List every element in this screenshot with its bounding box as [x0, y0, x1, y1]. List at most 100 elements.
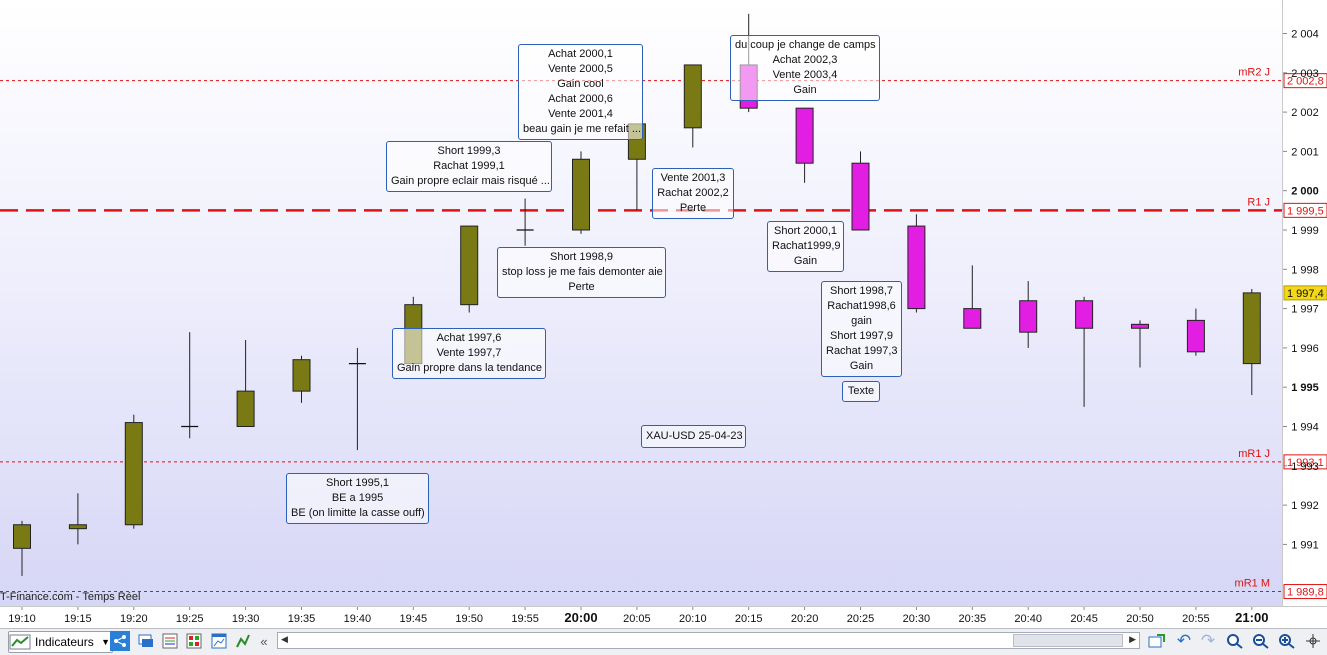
chat-icon[interactable] [137, 631, 155, 651]
y-tick-label: 1 995 [1291, 382, 1319, 394]
scroll-left-icon[interactable]: ◀ [281, 634, 288, 644]
note-line: Vente 2001,3 [660, 172, 726, 184]
grid-icon[interactable] [185, 631, 203, 651]
chart-toolbar: Indicateurs ▼ « ◀ ▶ ↶ ↷ [0, 628, 1327, 655]
note-line: Rachat1999,9 [772, 240, 841, 252]
candle-body [795, 107, 814, 164]
level-value-badge [1283, 73, 1327, 89]
x-tick-label: 19:40 [344, 613, 372, 625]
level-label: R1 J [1247, 196, 1270, 208]
sync-icon[interactable] [1146, 631, 1168, 651]
x-tick-label: 19:50 [455, 613, 483, 625]
note-line: Rachat 1997,3 [826, 345, 898, 357]
window-chart-icon[interactable] [210, 631, 228, 651]
trade-note[interactable]: Achat 1997,6 Vente 1997,7 Gain propre da… [392, 328, 546, 379]
collapse-icon[interactable]: « [260, 633, 268, 649]
trade-note[interactable]: Short 2000,1 Rachat1999,9 Gain [767, 221, 844, 272]
axis-corner [1282, 606, 1327, 629]
y-tick-label: 2 002 [1291, 107, 1319, 119]
crosshair-icon[interactable] [1303, 631, 1323, 651]
candle-body [572, 158, 590, 231]
y-tick-label: 1 992 [1291, 500, 1319, 512]
note-line: gain [851, 315, 872, 327]
scroll-thumb[interactable] [1013, 634, 1123, 647]
dropdown-arrow-icon[interactable]: ▼ [101, 637, 110, 647]
x-tick-label: 19:30 [232, 613, 260, 625]
candle-body [1019, 300, 1038, 333]
x-tick-label: 19:20 [120, 613, 148, 625]
note-line: Gain propre eclair mais risqué ... [391, 175, 550, 187]
instrument-label[interactable]: XAU-USD 25-04-23 [641, 425, 746, 448]
indicators-label: Indicateurs [35, 635, 94, 649]
note-line: beau gain je me refait ... [523, 123, 642, 135]
y-tick-label: 1 993 [1291, 461, 1319, 473]
candle-body [1131, 323, 1149, 329]
x-tick-label: 19:10 [8, 613, 36, 625]
trade-note[interactable]: Texte [842, 381, 880, 402]
note-line: Gain [793, 255, 818, 267]
scroll-right-icon[interactable]: ▶ [1129, 634, 1136, 644]
note-line: Short 1999,3 [437, 145, 501, 157]
candle-body [460, 225, 479, 306]
x-tick-label: 19:25 [176, 613, 204, 625]
price-axis[interactable]: 2 002,8 1 999,5 1 993,1 1 989,8 1 991 1 992 1 … [1282, 0, 1327, 606]
level-value: 1 999,5 [1287, 205, 1324, 217]
source-label: T-Finance.com - Temps Réel [0, 591, 141, 603]
x-tick-label: 20:00 [564, 610, 597, 625]
note-line: Perte [679, 202, 707, 214]
time-axis[interactable]: 19:10 19:15 19:20 19:25 19:30 19:35 19:40 19:45… [0, 606, 1282, 629]
x-tick-label: 20:30 [903, 613, 931, 625]
y-tick-label: 1 999 [1291, 225, 1319, 237]
indicators-button[interactable]: Indicateurs ▼ [8, 631, 113, 653]
note-line: Gain [793, 84, 817, 96]
level-value: 2 002,8 [1287, 76, 1324, 88]
candle-body [851, 162, 870, 231]
trade-note[interactable]: Short 1999,3 Rachat 1999,1 Gain propre e… [386, 141, 552, 192]
trade-note[interactable]: Achat 2000,1 Vente 2000,5 Gain cool Acha… [518, 44, 643, 140]
zoom-out-icon[interactable] [1251, 631, 1271, 651]
note-line: Short 1998,7 [830, 285, 893, 297]
list-icon[interactable] [161, 631, 179, 651]
x-tick-label: 19:35 [288, 613, 316, 625]
trade-note[interactable]: Short 1998,7 Rachat1998,6 gain Short 199… [821, 281, 902, 377]
x-tick-label: 19:15 [64, 613, 92, 625]
undo-icon[interactable]: ↶ [1176, 631, 1192, 650]
y-tick-label: 2 000 [1291, 186, 1319, 198]
x-tick-label: 20:25 [847, 613, 875, 625]
drawing-tools-icon[interactable] [234, 631, 252, 651]
y-tick-label: 2 003 [1291, 68, 1319, 80]
y-tick-label: 1 997 [1291, 304, 1319, 316]
y-tick-label: 1 998 [1291, 264, 1319, 276]
trade-note[interactable]: du coup je change de camps Achat 2002,3 … [730, 35, 880, 101]
candle-body [683, 64, 702, 129]
candle-body [68, 524, 87, 530]
candle-body [1186, 319, 1205, 353]
y-tick-label: 1 996 [1291, 343, 1319, 355]
note-line: Rachat1998,6 [827, 300, 896, 312]
y-tick-label: 2 004 [1291, 29, 1319, 41]
x-tick-label: 20:10 [679, 613, 707, 625]
x-tick-label: 20:35 [959, 613, 987, 625]
zoom-fit-icon[interactable] [1225, 631, 1245, 651]
note-line: Short 1997,9 [830, 330, 893, 342]
x-tick-label: 20:20 [791, 613, 819, 625]
zoom-in-icon[interactable] [1277, 631, 1297, 651]
level-value: 1 993,1 [1287, 457, 1324, 469]
share-icon[interactable] [110, 631, 130, 651]
x-tick-label: 20:45 [1070, 613, 1098, 625]
y-tick-label: 1 991 [1291, 539, 1319, 551]
last-price-badge [1283, 285, 1327, 301]
trade-note[interactable]: Vente 2001,3 Rachat 2002,2 Perte [652, 168, 734, 219]
note-line: Gain cool [557, 78, 604, 90]
x-tick-label: 20:50 [1126, 613, 1154, 625]
chart-plot-area[interactable]: mR2 J R1 J mR1 J mR1 M Achat 2000,1 Vente 2… [0, 0, 1282, 606]
trade-note[interactable]: Short 1995,1 BE a 1995 BE (on limitte la… [286, 473, 429, 524]
chart-scrollbar[interactable]: ◀ ▶ [277, 632, 1140, 649]
time-axis-svg: 19:10 19:15 19:20 19:25 19:30 19:35 19:40 19:45… [8, 607, 1268, 625]
trade-note[interactable]: Short 1998,9 stop loss je me fais demont… [497, 247, 666, 298]
y-tick-label: 1 994 [1291, 422, 1319, 434]
y-tick-label: 2 001 [1291, 146, 1319, 158]
redo-icon[interactable]: ↷ [1200, 631, 1216, 650]
note-line: Short 2000,1 [774, 225, 837, 237]
x-tick-label: 21:00 [1235, 610, 1268, 625]
